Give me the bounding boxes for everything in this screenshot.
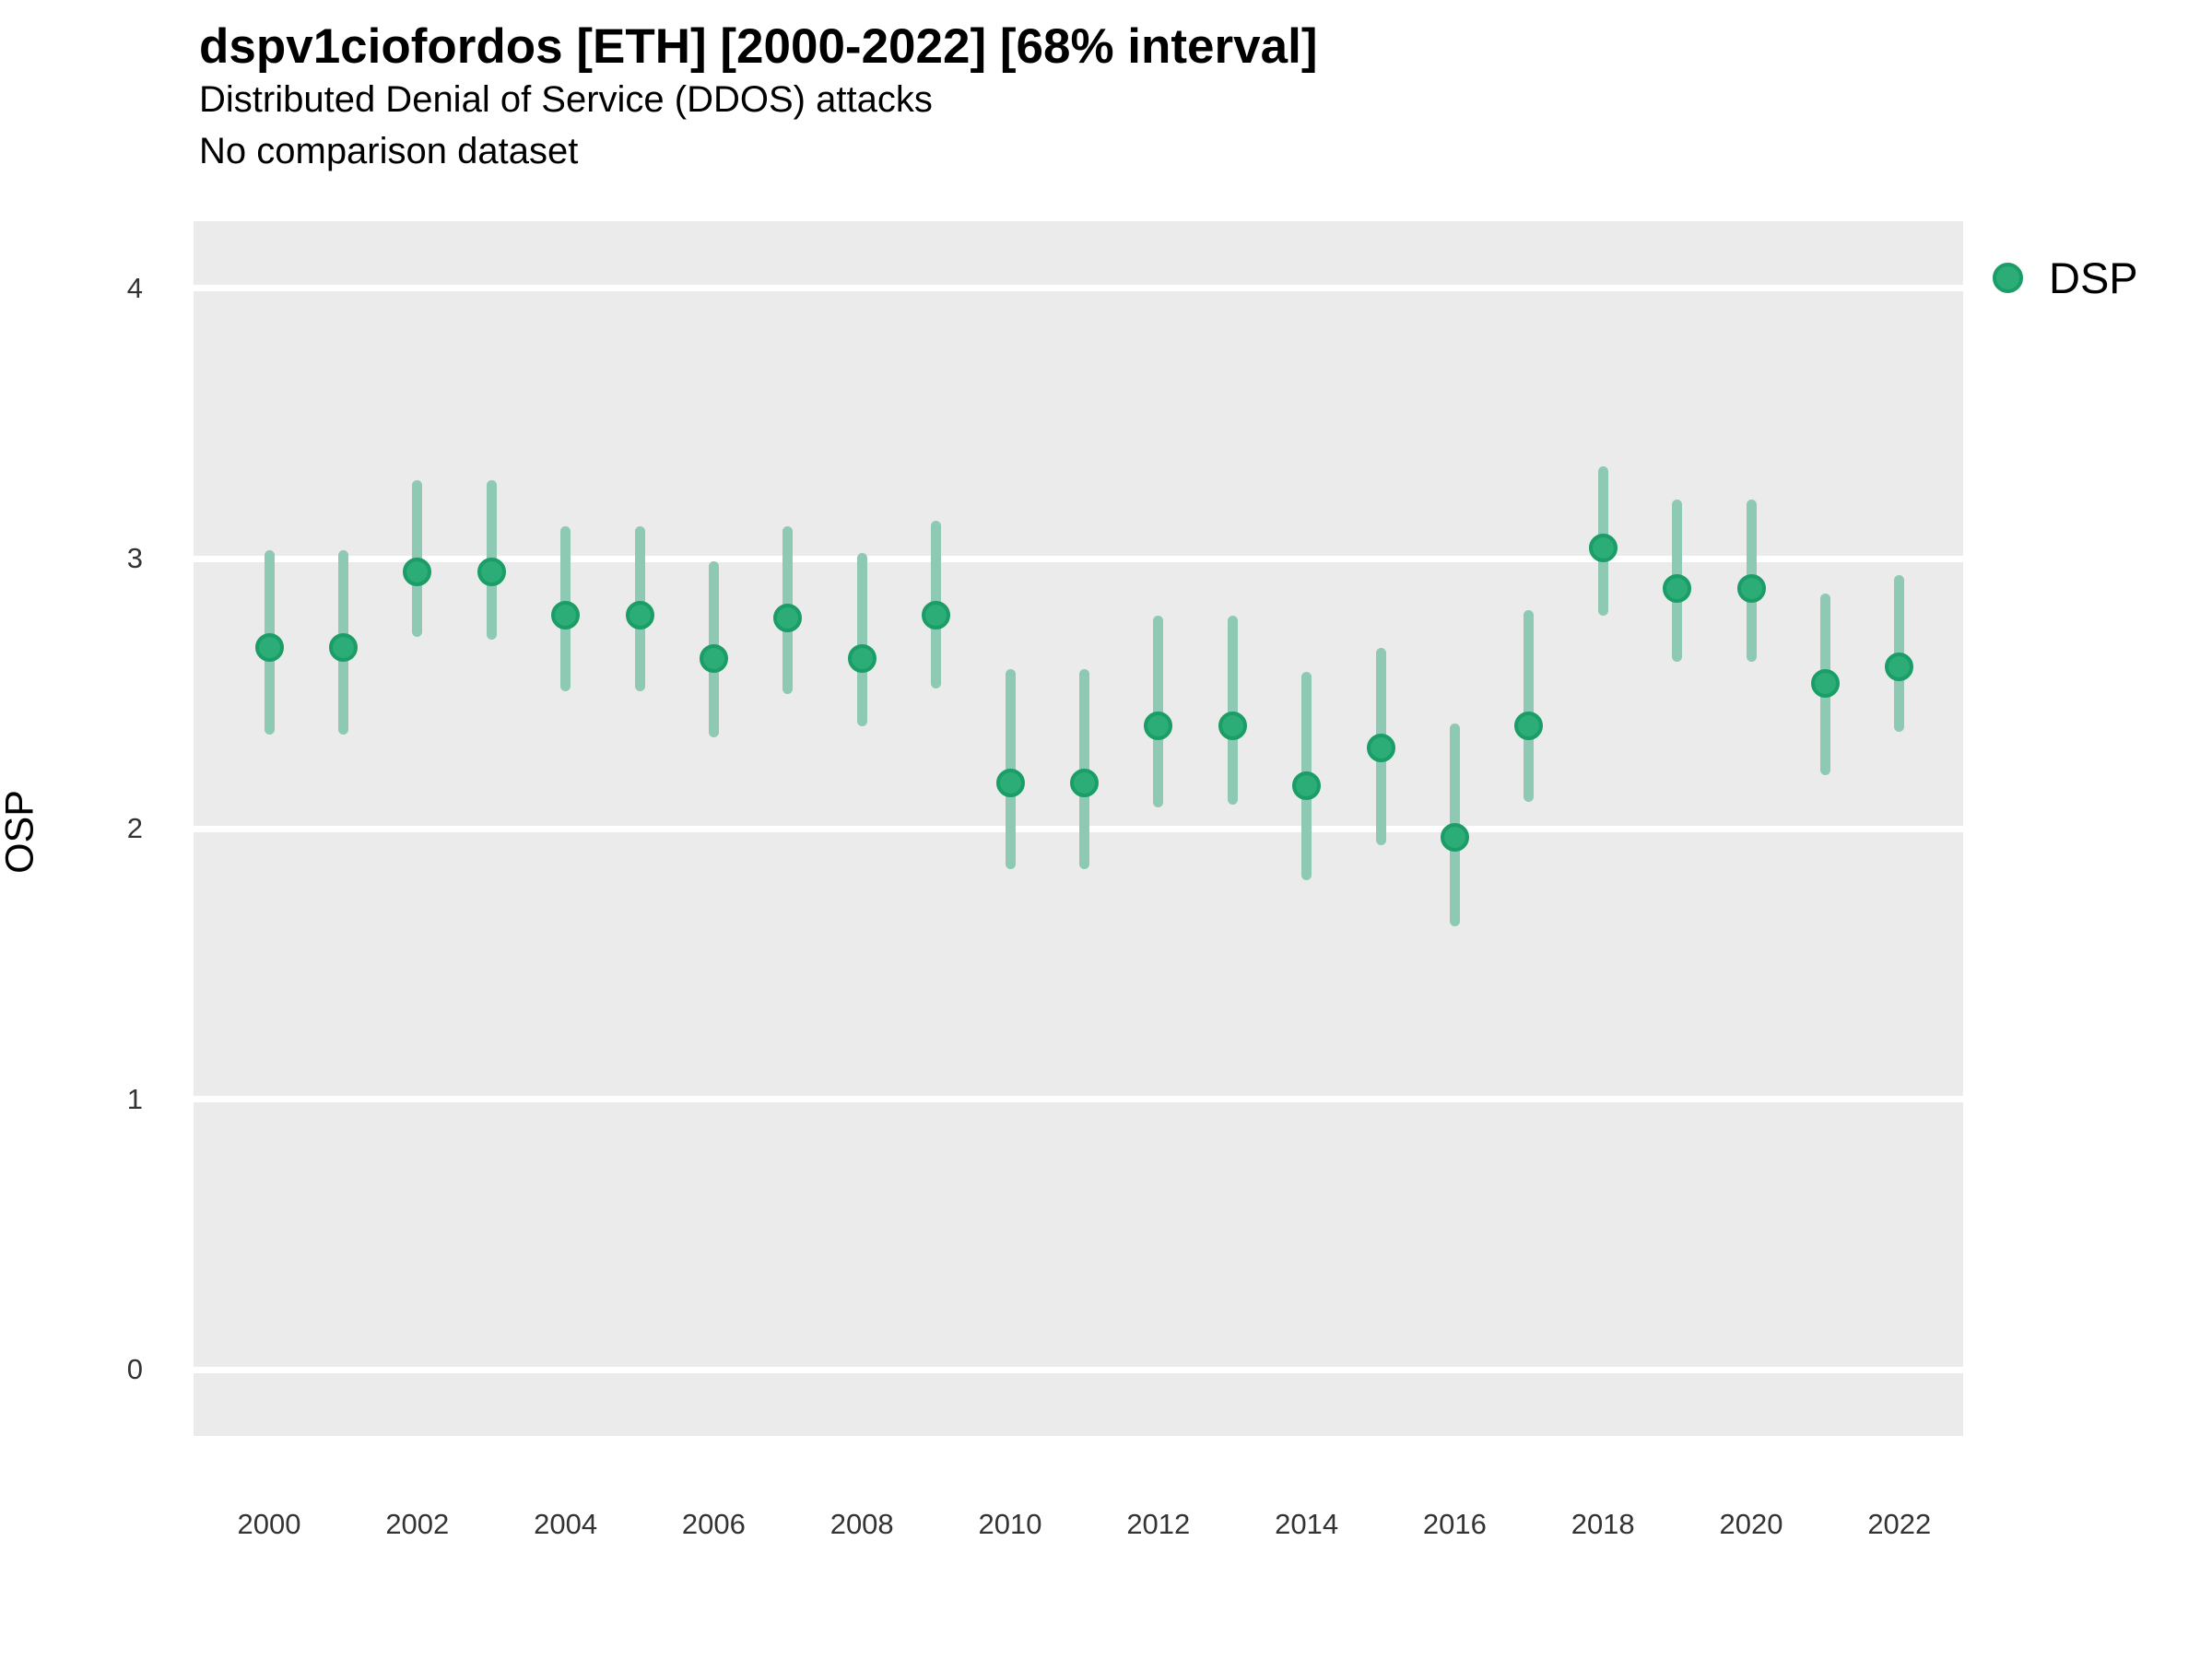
gridline-y-2 [194, 825, 1963, 832]
x-tick-label-2022: 2022 [1867, 1508, 1932, 1540]
data-point-2020 [1736, 573, 1766, 603]
y-tick-label-4: 4 [126, 271, 143, 304]
data-point-2018 [1588, 533, 1618, 562]
interval-bar-2013 [1227, 615, 1238, 805]
x-tick-label-2008: 2008 [830, 1508, 894, 1540]
data-point-2013 [1218, 712, 1247, 741]
interval-bar-2008 [856, 553, 867, 726]
y-tick-label-0: 0 [126, 1353, 143, 1385]
legend: DSP [1993, 256, 2138, 300]
data-point-2006 [699, 644, 728, 674]
x-tick-label-2006: 2006 [681, 1508, 746, 1540]
data-point-2011 [1069, 769, 1099, 798]
data-point-2015 [1366, 733, 1395, 762]
interval-bar-2012 [1153, 615, 1164, 807]
y-tick-label-1: 1 [126, 1082, 143, 1115]
x-tick-label-2012: 2012 [1126, 1508, 1191, 1540]
x-tick-label-2002: 2002 [385, 1508, 450, 1540]
gridline-y-4 [194, 285, 1963, 292]
x-tick-label-2016: 2016 [1422, 1508, 1487, 1540]
data-point-2021 [1810, 668, 1840, 698]
gridline-y-3 [194, 555, 1963, 562]
data-point-2001 [328, 633, 358, 663]
x-tick-label-2018: 2018 [1571, 1508, 1635, 1540]
chart-subtitle: Distributed Denial of Service (DDOS) att… [199, 79, 933, 120]
x-tick-label-2014: 2014 [1275, 1508, 1339, 1540]
interval-bar-2017 [1524, 609, 1535, 803]
chart-title: dspv1ciofordos [ETH] [2000-2022] [68% in… [199, 19, 1318, 74]
data-point-2010 [995, 769, 1025, 798]
x-tick-label-2000: 2000 [237, 1508, 301, 1540]
data-point-2008 [847, 644, 877, 674]
x-tick-label-2004: 2004 [534, 1508, 598, 1540]
legend-point-icon [1993, 263, 2023, 293]
chart-note: No comparison dataset [199, 131, 579, 171]
legend-label: DSP [2049, 253, 2138, 302]
data-point-2009 [922, 601, 951, 630]
data-point-2016 [1440, 822, 1469, 852]
data-point-2017 [1514, 712, 1544, 741]
data-point-2012 [1144, 712, 1173, 741]
y-tick-label-3: 3 [126, 542, 143, 575]
data-point-2022 [1885, 652, 1914, 681]
gridline-y-1 [194, 1096, 1963, 1103]
data-point-2019 [1663, 573, 1692, 603]
x-tick-label-2010: 2010 [978, 1508, 1042, 1540]
data-point-2014 [1292, 771, 1322, 800]
data-point-2003 [477, 558, 506, 587]
data-point-2007 [773, 604, 803, 633]
data-point-2002 [403, 558, 432, 587]
data-point-2000 [254, 633, 284, 663]
x-tick-label-2020: 2020 [1719, 1508, 1783, 1540]
y-tick-label-2: 2 [126, 812, 143, 845]
data-point-2005 [625, 601, 654, 630]
data-point-2004 [551, 601, 581, 630]
gridline-y-0 [194, 1366, 1963, 1373]
